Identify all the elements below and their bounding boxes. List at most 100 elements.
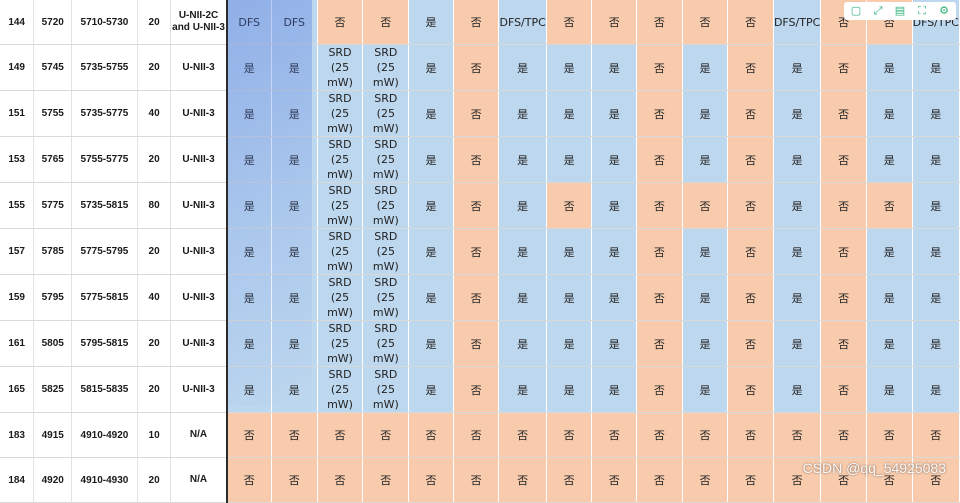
band-cell: U-NII-3 (170, 44, 228, 91)
status-cell: 否 (453, 228, 500, 275)
status-cell: 否 (682, 182, 729, 229)
status-cell: 是 (682, 274, 729, 321)
channel-cell: 155 (0, 182, 35, 229)
status-cell: 是 (408, 44, 454, 91)
frequency-cell: 4920 (33, 457, 73, 503)
status-cell: 是 (912, 228, 960, 275)
status-cell: 否 (820, 136, 867, 183)
status-cell: 否 (362, 457, 410, 503)
status-cell: 否 (453, 0, 500, 45)
status-cell: 否 (546, 182, 593, 229)
status-cell: 否 (636, 274, 683, 321)
status-cell: 是 (682, 44, 729, 91)
status-cell: 是 (866, 136, 913, 183)
status-cell: 是 (546, 228, 593, 275)
status-cell: 是 (773, 136, 822, 183)
status-cell: 是 (408, 182, 454, 229)
status-cell: 否 (727, 44, 774, 91)
table-row: 159 5795 5775-5815 40 U-NII-3 是是 SRD (25 mW) SR… (0, 274, 960, 321)
status-cell: 否 (636, 44, 683, 91)
status-cell: 是 (225, 274, 272, 321)
status-cell: 是 (225, 366, 272, 413)
status-cell: 否 (225, 457, 272, 503)
status-cell: 否 (498, 457, 547, 503)
status-cell: 否 (453, 366, 500, 413)
status-cell: 否 (453, 457, 500, 503)
status-cell: 否 (591, 0, 638, 45)
channel-cell: 149 (0, 44, 35, 91)
bandwidth-cell: 10 (137, 412, 172, 458)
status-cell: 是 (591, 182, 638, 229)
status-cell: 否 (408, 457, 454, 503)
status-cell: 否 (727, 366, 774, 413)
status-cell: 是 (682, 366, 729, 413)
status-cell: 否 (636, 90, 683, 137)
status-cell: 是 (225, 228, 272, 275)
status-cell: 是 (912, 182, 960, 229)
range-cell: 5775-5795 (71, 228, 138, 275)
frequency-cell: 5765 (33, 136, 73, 183)
range-cell: 5735-5775 (71, 90, 138, 137)
status-cell: 否 (636, 457, 683, 503)
status-cell: 是 (498, 274, 547, 321)
status-cell: SRD (25 mW) (317, 320, 364, 367)
status-cell: 是 (591, 44, 638, 91)
range-cell: 5775-5815 (71, 274, 138, 321)
bandwidth-cell: 20 (137, 0, 172, 45)
channel-cell: 151 (0, 90, 35, 137)
range-cell: 5815-5835 (71, 366, 138, 413)
status-cell: 是 (498, 136, 547, 183)
status-cell: SRD (25 mW) (317, 44, 364, 91)
status-cell: 是 (271, 136, 318, 183)
status-cell: 否 (546, 412, 593, 458)
status-cell: 是 (773, 90, 822, 137)
settings-icon[interactable]: ⚙ (939, 4, 949, 17)
status-cell: 否 (636, 412, 683, 458)
band-cell: U-NII-3 (170, 136, 228, 183)
table-row: 153 5765 5755-5775 20 U-NII-3 是是 SRD (25 mW) SR… (0, 136, 960, 183)
status-cell: 否 (727, 182, 774, 229)
range-cell: 5735-5815 (71, 182, 138, 229)
status-cell: 否 (271, 412, 318, 458)
status-cell: 是 (408, 274, 454, 321)
channel-cell: 161 (0, 320, 35, 367)
status-cell: 否 (546, 0, 593, 45)
range-cell: 5755-5775 (71, 136, 138, 183)
status-cell: SRD (25 mW) (317, 366, 364, 413)
status-cell: 是 (546, 44, 593, 91)
status-cell: 是 (773, 320, 822, 367)
table-row: 151 5755 5735-5775 40 U-NII-3 是是 SRD (25 mW) SR… (0, 90, 960, 137)
status-cell: 是 (271, 366, 318, 413)
status-cell: 否 (591, 457, 638, 503)
bandwidth-cell: 40 (137, 274, 172, 321)
status-cell: 否 (271, 457, 318, 503)
status-cell: 否 (820, 90, 867, 137)
channel-cell: 159 (0, 274, 35, 321)
status-cell: 否 (866, 182, 913, 229)
status-cell: 是 (773, 366, 822, 413)
status-cell: 是 (408, 90, 454, 137)
status-cell: 否 (727, 457, 774, 503)
status-cell: 是 (866, 44, 913, 91)
frequency-cell: 5785 (33, 228, 73, 275)
status-cell: 是 (912, 90, 960, 137)
status-cell: 否 (453, 182, 500, 229)
status-cell: 是 (591, 90, 638, 137)
status-cell: 否 (636, 136, 683, 183)
table-icon[interactable]: ▢ (850, 4, 862, 17)
status-cell: 是 (682, 320, 729, 367)
status-cell: 是 (546, 274, 593, 321)
expand-icon[interactable]: ⤢ (873, 4, 883, 17)
status-cell: SRD (25 mW) (362, 44, 410, 91)
status-cell: 是 (591, 320, 638, 367)
status-cell: 是 (866, 228, 913, 275)
save-icon[interactable]: ▤ (894, 4, 906, 17)
status-cell: 否 (362, 412, 410, 458)
status-cell: 是 (498, 320, 547, 367)
crop-icon[interactable]: ⛶ (918, 4, 926, 17)
status-cell: 是 (225, 182, 272, 229)
status-cell: DFS/TPC (773, 0, 822, 45)
status-cell: 否 (453, 90, 500, 137)
status-cell: 是 (498, 366, 547, 413)
status-cell: 是 (271, 44, 318, 91)
